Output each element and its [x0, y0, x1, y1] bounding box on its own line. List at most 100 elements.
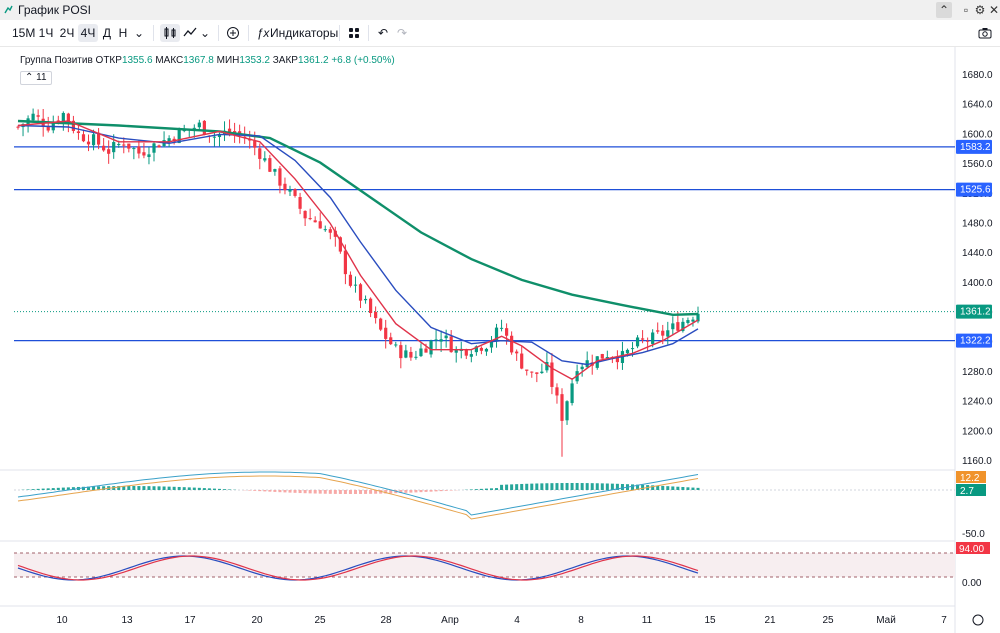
- stoch-d-line: [17, 555, 699, 581]
- candle-body: [227, 128, 232, 132]
- candle-body: [449, 336, 453, 353]
- candle-body: [137, 146, 141, 154]
- collapse-icon[interactable]: ⌃: [936, 2, 952, 18]
- macd-histogram-bar: [152, 486, 156, 490]
- macd-histogram-bar: [409, 490, 413, 493]
- candle-body: [484, 348, 489, 352]
- candle-body: [510, 335, 514, 353]
- macd-histogram-bar: [117, 486, 121, 490]
- macd-histogram-bar: [575, 483, 579, 490]
- macd-histogram-bar: [530, 483, 534, 490]
- x-tick-label: 28: [380, 615, 392, 626]
- y-tick-label: 1480.0: [962, 218, 993, 229]
- y-tick-label: 1240.0: [962, 397, 993, 408]
- macd-histogram-bar: [142, 486, 146, 490]
- macd-histogram-bar: [102, 486, 106, 490]
- indicators-button[interactable]: Индикаторы: [270, 26, 339, 40]
- chevron-down-icon[interactable]: ⌄: [199, 26, 211, 40]
- level-price-label: 1583.2: [960, 142, 991, 153]
- macd-histogram-bar: [258, 490, 262, 492]
- interval-4h[interactable]: 4Ч: [78, 24, 98, 42]
- candle-body: [303, 210, 307, 219]
- chart-toolbar: 15М 1Ч 2Ч 4Ч Д Н ⌄ ⌄ ƒx Индикаторы ↶ ↷: [0, 20, 1000, 47]
- y-tick-label: 1680.0: [962, 70, 993, 81]
- settings-gear-icon[interactable]: [972, 614, 984, 626]
- macd-histogram-bar: [696, 487, 700, 490]
- candles-icon[interactable]: [160, 24, 180, 42]
- macd-histogram-bar: [187, 487, 191, 490]
- candle-body: [263, 158, 267, 161]
- macd-histogram-bar: [641, 484, 645, 490]
- interval-day[interactable]: Д: [102, 26, 112, 40]
- macd-histogram-bar: [46, 488, 50, 490]
- candle-body: [192, 127, 196, 129]
- candle-body: [489, 340, 494, 348]
- macd-histogram-bar: [510, 484, 514, 490]
- macd-histogram-bar: [560, 483, 564, 490]
- candle-body: [409, 351, 413, 358]
- macd-histogram-bar: [303, 490, 307, 494]
- interval-week[interactable]: Н: [118, 26, 128, 40]
- candle-body: [343, 250, 348, 275]
- interval-1h[interactable]: 1Ч: [38, 26, 54, 40]
- candle-body: [661, 330, 665, 336]
- macd-histogram-bar: [605, 483, 609, 490]
- add-plus-icon[interactable]: [225, 24, 241, 42]
- candle-body: [81, 134, 86, 142]
- level-price-tag: [956, 182, 992, 197]
- gear-icon[interactable]: ⚙: [974, 3, 986, 17]
- candle-body: [147, 154, 151, 158]
- macd-histogram-bar: [399, 490, 403, 494]
- y-tick-label: 1400.0: [962, 278, 993, 289]
- macd-histogram-bar: [359, 490, 363, 494]
- macd-histogram-bar: [424, 490, 428, 492]
- candle-body: [580, 366, 584, 370]
- y-tick-label: 1280.0: [962, 367, 993, 378]
- candle-body: [399, 345, 403, 359]
- macd-histogram-bar: [364, 490, 368, 494]
- interval-2h[interactable]: 2Ч: [59, 26, 75, 40]
- macd-histogram-bar: [429, 490, 433, 492]
- legend-collapse-badge[interactable]: ⌃ 11: [20, 71, 52, 85]
- macd-histogram-bar: [92, 486, 96, 490]
- maximize-icon[interactable]: ▫: [963, 3, 969, 17]
- low-label: МИН: [216, 55, 240, 66]
- indicators-fx-icon[interactable]: ƒx: [256, 26, 270, 40]
- level-price-label: 1322.2: [960, 336, 991, 347]
- macd-histogram-bar: [197, 487, 201, 490]
- interval-15m[interactable]: 15М: [12, 26, 36, 40]
- macd-histogram-bar: [439, 490, 443, 492]
- templates-grid-icon[interactable]: [346, 24, 362, 42]
- candle-body: [424, 348, 428, 353]
- candle-body: [651, 332, 655, 344]
- x-tick-label: 11: [642, 615, 653, 626]
- redo-icon[interactable]: ↷: [396, 26, 408, 40]
- macd-histogram-bar: [328, 490, 332, 494]
- macd-histogram-bar: [686, 487, 690, 490]
- candle-body: [31, 113, 35, 121]
- candle-body: [394, 344, 398, 346]
- close-icon[interactable]: ✕: [988, 3, 1000, 17]
- candle-body: [474, 346, 478, 353]
- x-tick-label: 25: [314, 615, 326, 626]
- high-label: МАКС: [155, 55, 184, 66]
- x-tick-label: Май: [876, 615, 896, 626]
- macd-histogram-bar: [681, 487, 685, 490]
- chevron-down-icon[interactable]: ⌄: [133, 26, 145, 40]
- macd-histogram-bar: [353, 490, 357, 494]
- y-tick-label: 1600.0: [962, 129, 993, 140]
- macd-value-label: 2.7: [960, 486, 974, 497]
- candle-body: [71, 120, 76, 131]
- macd-histogram-bar: [298, 490, 302, 494]
- candle-body: [555, 387, 559, 396]
- camera-icon[interactable]: [976, 24, 994, 42]
- undo-icon[interactable]: ↶: [377, 26, 389, 40]
- candle-body: [429, 340, 433, 355]
- candle-body: [656, 330, 660, 332]
- candle-body: [107, 149, 111, 154]
- compare-icon[interactable]: [182, 24, 198, 42]
- macd-histogram-bar: [348, 490, 352, 494]
- candle-body: [258, 148, 262, 159]
- chevron-up-icon: ⌃: [25, 72, 34, 83]
